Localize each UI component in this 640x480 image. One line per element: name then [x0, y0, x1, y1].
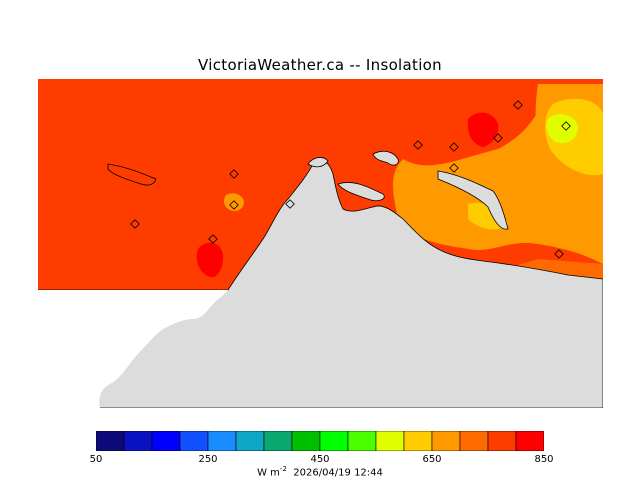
colorbar-swatch	[515, 431, 544, 451]
insolation-hotspot-west	[196, 242, 224, 278]
insolation-zone-peak-bright	[546, 114, 578, 144]
station-marker[interactable]	[513, 100, 523, 110]
units-label: W m	[257, 467, 280, 479]
insolation-map	[38, 79, 603, 408]
station-marker[interactable]	[493, 133, 503, 143]
station-marker[interactable]	[449, 142, 459, 152]
units-exponent: -2	[279, 465, 287, 473]
colorbar-tick-label: 250	[198, 454, 218, 465]
colorbar-swatches	[96, 431, 544, 451]
colorbar-swatch	[403, 431, 433, 451]
station-markers	[130, 100, 571, 259]
colorbar-swatch	[375, 431, 405, 451]
colorbar-swatch	[291, 431, 321, 451]
colorbar-swatch	[96, 431, 125, 451]
island-outline	[107, 163, 157, 186]
station-marker[interactable]	[285, 199, 295, 209]
footer-caption: W m-2 2026/04/19 12:44	[0, 465, 640, 478]
station-marker[interactable]	[229, 169, 239, 179]
map-title: VictoriaWeather.ca -- Insolation	[198, 56, 442, 74]
colorbar-swatch	[347, 431, 377, 451]
ocean-background	[38, 290, 228, 408]
colorbar-swatch	[151, 431, 181, 451]
colorbar-swatch	[235, 431, 265, 451]
colorbar-swatch	[123, 431, 153, 451]
station-marker[interactable]	[208, 234, 218, 244]
colorbar-tick-label: 50	[89, 454, 103, 465]
colorbar-swatch	[179, 431, 209, 451]
colorbar-swatch	[459, 431, 489, 451]
station-marker[interactable]	[130, 219, 140, 229]
colorbar-tick-label: 650	[422, 454, 442, 465]
station-marker[interactable]	[449, 163, 459, 173]
map-canvas	[38, 79, 603, 408]
timestamp: 2026/04/19 12:44	[293, 467, 383, 479]
colorbar-swatch	[319, 431, 349, 451]
colorbar-swatch	[487, 431, 517, 451]
insolation-spot-small	[223, 193, 244, 211]
colorbar-swatch	[431, 431, 461, 451]
land-mass	[38, 159, 603, 408]
station-marker[interactable]	[229, 200, 239, 210]
colorbar-tick-label: 850	[534, 454, 554, 465]
colorbar	[96, 431, 544, 451]
station-marker[interactable]	[554, 249, 564, 259]
colorbar-tick-label: 450	[310, 454, 330, 465]
colorbar-swatch	[263, 431, 293, 451]
station-marker[interactable]	[413, 140, 423, 150]
insolation-hotspot-north	[467, 112, 499, 147]
colorbar-swatch	[207, 431, 237, 451]
station-marker[interactable]	[561, 121, 571, 131]
